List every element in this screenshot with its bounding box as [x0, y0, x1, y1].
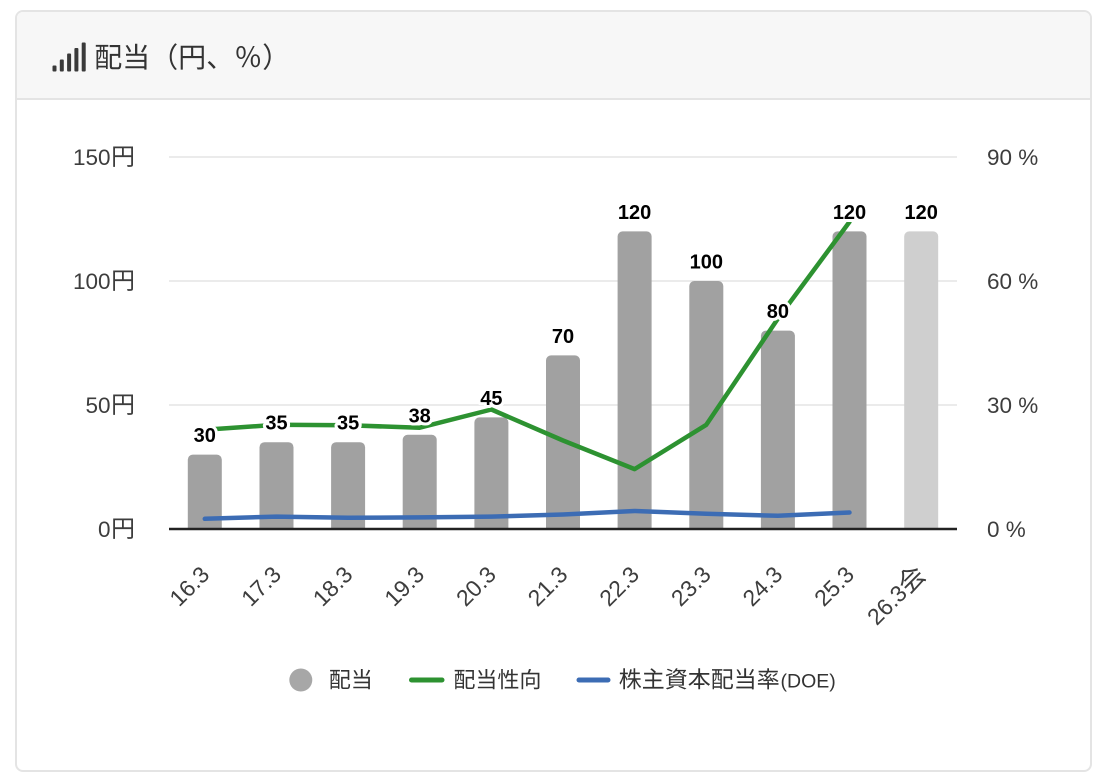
- svg-text:120: 120: [905, 202, 938, 224]
- svg-text:120: 120: [833, 202, 866, 224]
- svg-text:90 %: 90 %: [987, 145, 1038, 170]
- svg-text:19.3: 19.3: [379, 561, 429, 611]
- svg-text:30: 30: [194, 425, 216, 447]
- svg-text:45: 45: [480, 388, 502, 410]
- svg-text:(DOE): (DOE): [781, 671, 836, 693]
- svg-text:60 %: 60 %: [987, 269, 1038, 294]
- svg-text:80: 80: [767, 301, 789, 323]
- svg-text:17.3: 17.3: [236, 561, 286, 611]
- svg-text:150: 150: [73, 145, 111, 170]
- svg-text:25.3: 25.3: [809, 561, 859, 611]
- svg-text:0 %: 0 %: [987, 517, 1026, 542]
- svg-text:50: 50: [85, 393, 110, 418]
- svg-text:100: 100: [690, 252, 723, 274]
- svg-text:38: 38: [409, 405, 431, 427]
- svg-text:24.3: 24.3: [737, 561, 787, 611]
- svg-text:0: 0: [98, 517, 111, 542]
- svg-text:100: 100: [73, 269, 111, 294]
- svg-text:18.3: 18.3: [308, 561, 358, 611]
- svg-text:35: 35: [337, 413, 359, 435]
- svg-text:22.3: 22.3: [594, 561, 644, 611]
- svg-text:16.3: 16.3: [164, 561, 214, 611]
- svg-text:30 %: 30 %: [987, 393, 1038, 418]
- svg-text:23.3: 23.3: [666, 561, 716, 611]
- svg-text:70: 70: [552, 326, 574, 348]
- svg-text:35: 35: [265, 413, 287, 435]
- svg-text:20.3: 20.3: [451, 561, 501, 611]
- svg-text:21.3: 21.3: [522, 561, 572, 611]
- svg-text:120: 120: [618, 202, 651, 224]
